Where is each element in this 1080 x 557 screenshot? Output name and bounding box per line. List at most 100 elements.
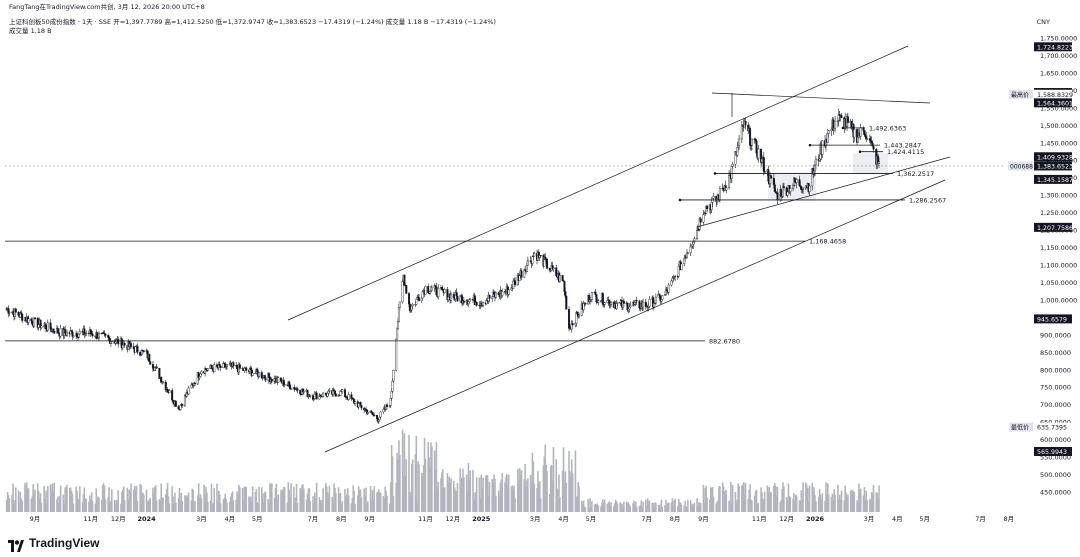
volume-bar [844, 485, 846, 512]
candle-body [390, 391, 393, 399]
volume-bar [587, 499, 590, 512]
candle-body [501, 291, 504, 296]
candle-body [333, 390, 336, 395]
candle-body [249, 368, 252, 370]
volume-bar [537, 471, 539, 512]
volume-bar [243, 486, 246, 512]
volume-bar [762, 500, 765, 512]
volume-bar [783, 486, 785, 512]
candle-body [731, 163, 734, 167]
volume-bar [442, 469, 444, 512]
candle-body [347, 394, 350, 400]
candle-body [853, 129, 856, 138]
x-tick-label: 3月 [864, 515, 875, 523]
volume-bar [155, 500, 158, 512]
volume-bar [500, 479, 503, 512]
volume-bar [763, 491, 766, 512]
volume-bar [773, 485, 775, 512]
volume-bar [409, 491, 411, 512]
volume-bar [773, 483, 776, 512]
volume-bar [721, 482, 724, 512]
volume-bar [52, 491, 55, 512]
volume-bar [602, 503, 605, 512]
volume-bar [121, 491, 123, 512]
volume-bar [754, 491, 757, 512]
level-anchor-point [678, 198, 682, 202]
volume-bar [542, 465, 545, 512]
volume-bar [410, 463, 413, 512]
candle-body [56, 328, 59, 333]
candle-body [749, 128, 752, 146]
candle-body [563, 281, 566, 292]
volume-bar [531, 452, 534, 512]
volume-bar [722, 486, 725, 512]
candle-body [692, 241, 695, 245]
volume-bar [703, 502, 706, 512]
volume-bar [775, 494, 778, 512]
x-tick-label: 7月 [975, 515, 986, 523]
volume-bar [223, 497, 226, 512]
volume-bar [833, 489, 836, 512]
volume-bar [108, 487, 110, 512]
candle-body [354, 401, 357, 404]
volume-bar [11, 494, 13, 512]
volume-bar [702, 484, 705, 512]
volume-bar [194, 501, 196, 512]
candle-body [512, 280, 515, 289]
candle-body [206, 368, 209, 371]
volume-bar [634, 501, 637, 512]
candle-body [155, 366, 158, 369]
volume-bar [769, 492, 771, 512]
x-tick-label: 7月 [641, 515, 652, 523]
candle-body [148, 354, 151, 362]
candle-body [114, 341, 117, 344]
volume-bar [529, 475, 532, 512]
volume-bar [396, 453, 398, 512]
volume-bar [596, 503, 599, 512]
candle-body [866, 138, 869, 140]
volume-bar [751, 500, 753, 512]
volume-bar [866, 500, 868, 512]
volume-bar [613, 506, 615, 512]
candle-body [685, 253, 688, 259]
volume-bar [140, 484, 142, 512]
volume-bar [154, 485, 157, 512]
volume-bar [158, 499, 161, 512]
volume-bar [261, 493, 264, 512]
candle-body [405, 285, 408, 294]
volume-bar [654, 502, 656, 512]
volume-bar [634, 504, 636, 512]
y-tick-label: 1,750.0000 [1040, 35, 1077, 43]
volume-bar [779, 501, 782, 512]
price-badge-value: 635.7395 [1037, 425, 1067, 432]
volume-bar [364, 496, 366, 512]
volume-bar [859, 488, 862, 512]
volume-bar [181, 501, 184, 512]
brand-name: TradingView [29, 536, 100, 550]
volume-bar [102, 483, 105, 512]
candle-body [869, 140, 872, 142]
candle-body [31, 320, 34, 325]
candle-body [674, 275, 677, 278]
horizontal-level-label: 1,286.2567 [909, 196, 946, 204]
candle-body [834, 121, 837, 129]
volume-bar [878, 485, 880, 512]
volume-bar [568, 450, 570, 512]
volume-bar [584, 507, 587, 512]
volume-bar [14, 487, 17, 512]
volume-bar [200, 498, 203, 512]
candle-body [397, 307, 400, 322]
volume-bar [107, 496, 109, 512]
volume-bar [523, 479, 526, 512]
volume-bar [353, 490, 355, 512]
volume-bar [136, 501, 139, 512]
candle-body [610, 302, 613, 305]
candle-body [737, 144, 740, 148]
candle-body [814, 158, 817, 166]
volume-bar [620, 503, 622, 512]
volume-bar [352, 485, 355, 512]
volume-bar [825, 482, 827, 512]
candle-body [789, 188, 792, 193]
candle-body [91, 333, 94, 337]
